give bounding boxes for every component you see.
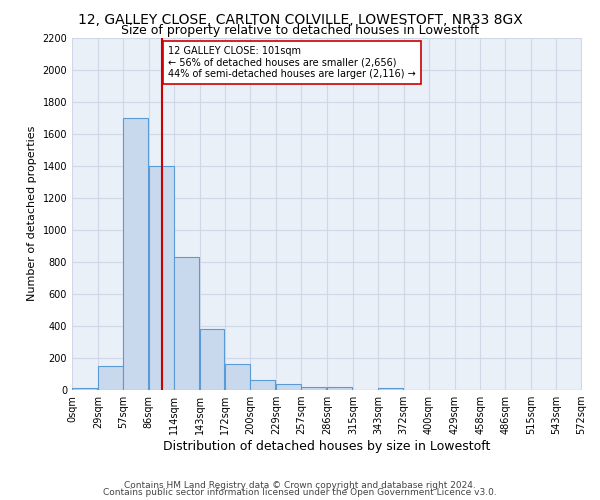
- Bar: [301, 387, 326, 390]
- Bar: [123, 118, 148, 390]
- X-axis label: Distribution of detached houses by size in Lowestoft: Distribution of detached houses by size …: [163, 440, 491, 453]
- Bar: [98, 366, 123, 390]
- Text: 12 GALLEY CLOSE: 101sqm
← 56% of detached houses are smaller (2,656)
44% of semi: 12 GALLEY CLOSE: 101sqm ← 56% of detache…: [168, 46, 416, 78]
- Bar: [173, 257, 199, 390]
- Text: 12, GALLEY CLOSE, CARLTON COLVILLE, LOWESTOFT, NR33 8GX: 12, GALLEY CLOSE, CARLTON COLVILLE, LOWE…: [77, 12, 523, 26]
- Bar: [327, 387, 352, 390]
- Bar: [378, 388, 403, 390]
- Bar: [226, 364, 250, 390]
- Y-axis label: Number of detached properties: Number of detached properties: [27, 126, 37, 302]
- Text: Size of property relative to detached houses in Lowestoft: Size of property relative to detached ho…: [121, 24, 479, 37]
- Bar: [276, 384, 301, 390]
- Bar: [250, 380, 275, 390]
- Bar: [149, 166, 173, 390]
- Text: Contains HM Land Registry data © Crown copyright and database right 2024.: Contains HM Land Registry data © Crown c…: [124, 480, 476, 490]
- Bar: [72, 388, 97, 390]
- Bar: [199, 329, 224, 390]
- Text: Contains public sector information licensed under the Open Government Licence v3: Contains public sector information licen…: [103, 488, 497, 497]
